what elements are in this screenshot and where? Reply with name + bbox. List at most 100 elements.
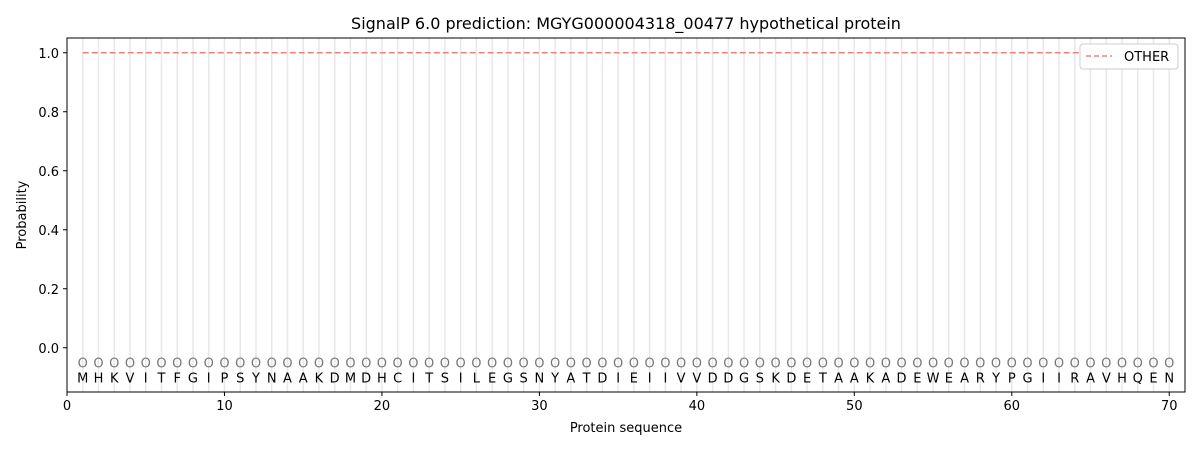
predicted-label: O	[786, 357, 796, 372]
residue-label: A	[881, 371, 890, 386]
residue-label: D	[723, 371, 733, 386]
predicted-label: O	[377, 357, 387, 372]
predicted-label: O	[629, 357, 639, 372]
predicted-label: O	[1133, 357, 1143, 372]
residue-label: I	[459, 371, 463, 386]
predicted-label: O	[1007, 357, 1017, 372]
residue-label: A	[834, 371, 843, 386]
residue-label: A	[960, 371, 969, 386]
predicted-label: O	[1148, 357, 1158, 372]
residue-label: L	[473, 371, 481, 386]
predicted-label: O	[141, 357, 151, 372]
predicted-label: O	[503, 357, 513, 372]
predicted-label: O	[424, 357, 434, 372]
predicted-label: O	[440, 357, 450, 372]
predicted-label: O	[1117, 357, 1127, 372]
y-axis-label: Probability	[15, 180, 30, 249]
residue-label: E	[630, 371, 638, 386]
residue-label: K	[315, 371, 324, 386]
predicted-label: O	[849, 357, 859, 372]
residue-label: R	[976, 371, 985, 386]
x-tick-label: 0	[63, 399, 71, 414]
residue-label: E	[488, 371, 496, 386]
residue-label: S	[236, 371, 244, 386]
residue-label: A	[1086, 371, 1095, 386]
residue-label: P	[221, 371, 229, 386]
residue-label: A	[299, 371, 308, 386]
predicted-label: O	[188, 357, 198, 372]
residue-label: M	[77, 371, 88, 386]
predicted-label: O	[1101, 357, 1111, 372]
residue-label: T	[424, 371, 433, 386]
predicted-label: O	[1038, 357, 1048, 372]
predicted-label: O	[1085, 357, 1095, 372]
predicted-label: O	[534, 357, 544, 372]
x-axis-label: Protein sequence	[570, 421, 682, 436]
predicted-label: O	[1070, 357, 1080, 372]
predicted-label: O	[345, 357, 355, 372]
predicted-label: O	[393, 357, 403, 372]
residue-label: A	[850, 371, 859, 386]
residue-label: Y	[991, 371, 1000, 386]
residue-label: A	[283, 371, 292, 386]
residue-label: T	[818, 371, 827, 386]
x-tick-label: 50	[846, 399, 863, 414]
predicted-label: O	[282, 357, 292, 372]
residue-label: N	[535, 371, 545, 386]
residue-label: S	[441, 371, 449, 386]
predicted-label: O	[456, 357, 466, 372]
residue-label: G	[739, 371, 749, 386]
residue-label: E	[945, 371, 953, 386]
residue-label: G	[1022, 371, 1032, 386]
residue-label: V	[1102, 371, 1111, 386]
y-tick-label: 0.4	[38, 224, 59, 239]
residue-label: C	[393, 371, 402, 386]
y-tick-label: 0.8	[38, 106, 59, 121]
y-tick-label: 1.0	[38, 47, 59, 62]
predicted-label: O	[645, 357, 655, 372]
predicted-label: O	[739, 357, 749, 372]
x-tick-label: 60	[1004, 399, 1021, 414]
residue-label: D	[786, 371, 796, 386]
residue-label: K	[110, 371, 119, 386]
predicted-label: O	[959, 357, 969, 372]
predicted-label: O	[896, 357, 906, 372]
residue-label: I	[1041, 371, 1045, 386]
predicted-label: O	[676, 357, 686, 372]
residue-label: M	[345, 371, 356, 386]
residue-label: H	[94, 371, 104, 386]
predicted-label: O	[519, 357, 529, 372]
predicted-label: O	[1022, 357, 1032, 372]
residue-label: G	[503, 371, 513, 386]
predicted-label: O	[204, 357, 214, 372]
residue-label: I	[648, 371, 652, 386]
residue-label: D	[330, 371, 340, 386]
predicted-label: O	[330, 357, 340, 372]
x-tick-label: 30	[531, 399, 548, 414]
residue-label: Y	[251, 371, 260, 386]
residue-label: H	[1117, 371, 1127, 386]
residue-label: I	[144, 371, 148, 386]
residue-label: P	[1008, 371, 1016, 386]
residue-label: D	[361, 371, 371, 386]
predicted-label: O	[566, 357, 576, 372]
predicted-label: O	[770, 357, 780, 372]
predicted-label: O	[944, 357, 954, 372]
predicted-label: O	[487, 357, 497, 372]
residue-label: V	[126, 371, 135, 386]
predicted-label: O	[219, 357, 229, 372]
predicted-label: O	[1054, 357, 1064, 372]
predicted-label: O	[78, 357, 88, 372]
residue-label: I	[616, 371, 620, 386]
residue-label: V	[677, 371, 686, 386]
predicted-label: O	[723, 357, 733, 372]
predicted-label: O	[692, 357, 702, 372]
predicted-label: O	[1164, 357, 1174, 372]
chart-title: SignalP 6.0 prediction: MGYG000004318_00…	[351, 14, 901, 34]
predicted-label: O	[550, 357, 560, 372]
legend: OTHER	[1079, 43, 1179, 70]
residue-label: H	[377, 371, 387, 386]
predicted-label: O	[755, 357, 765, 372]
residue-label: I	[412, 371, 416, 386]
